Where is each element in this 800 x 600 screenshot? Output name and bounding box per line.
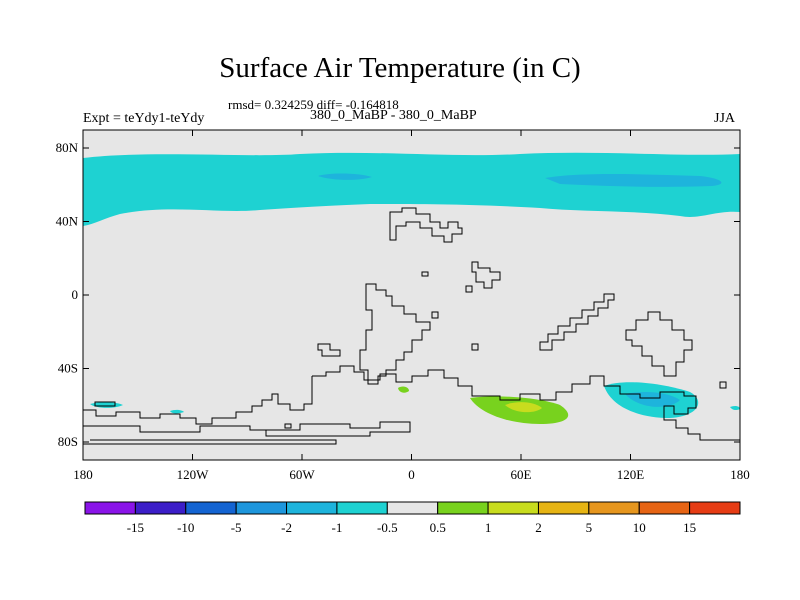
colorbar-label: -2 (281, 520, 292, 535)
colorbar-label: -5 (231, 520, 242, 535)
lat-tick-label: 40N (56, 214, 79, 229)
cooling-band-north (83, 152, 740, 226)
lon-tick-label: 120W (177, 467, 210, 482)
coastlines (83, 207, 740, 445)
lat-tick-label: 80N (56, 140, 79, 155)
period-label: 380_0_MaBP - 380_0_MaBP (310, 108, 477, 123)
cooling-patch (170, 409, 184, 414)
colorbar-label: 1 (485, 520, 492, 535)
lat-tick-label: 40S (58, 361, 78, 376)
axis-ticks: 80N 40N 0 40S 80S 180 120W 60W 0 60E 120E 180 (56, 130, 750, 482)
colorbar-label: 10 (633, 520, 646, 535)
colorbar-swatch (286, 501, 338, 515)
colorbar-swatch (185, 501, 237, 515)
colorbar-swatch (235, 501, 288, 515)
cooling-streak (318, 173, 372, 180)
cooling-streak (545, 174, 722, 187)
lon-tick-label: 180 (730, 467, 750, 482)
colorbar-swatch (487, 501, 539, 515)
colorbar-swatch (588, 501, 640, 515)
warming-core (505, 402, 542, 413)
colorbar-swatch (437, 501, 489, 515)
colorbar-swatch (638, 501, 691, 515)
lat-tick-label: 80S (58, 434, 78, 449)
lat-tick-label: 0 (72, 287, 79, 302)
colorbar-label: 15 (683, 520, 696, 535)
lon-tick-label: 60W (289, 467, 315, 482)
colorbar-swatch (689, 501, 741, 515)
experiment-label: Expt = teYdy1-teYdy (83, 111, 205, 126)
colorbar-label: -10 (177, 520, 194, 535)
warming-spot (398, 386, 409, 393)
chart-title: Surface Air Temperature (in C) (219, 52, 581, 84)
colorbar-swatch (336, 501, 388, 515)
colorbar-label: -1 (332, 520, 343, 535)
lon-tick-label: 60E (511, 467, 532, 482)
stats-label: rmsd= 0.324259 diff= -0.164818 (228, 97, 399, 112)
colorbar-label: -0.5 (377, 520, 398, 535)
colorbar-label: 5 (586, 520, 593, 535)
lon-tick-label: 180 (73, 467, 93, 482)
colorbar-label: 0.5 (430, 520, 446, 535)
colorbar-label: 2 (535, 520, 542, 535)
cooling-patch-core (625, 392, 680, 407)
cooling-patch (730, 405, 740, 411)
colorbar-swatch (537, 501, 590, 515)
colorbar-swatch (84, 501, 136, 515)
lon-tick-label: 0 (408, 467, 415, 482)
colorbar-swatch (386, 501, 439, 515)
colorbar-swatch (134, 501, 187, 515)
colorbar-label: -15 (127, 520, 144, 535)
lon-tick-label: 120E (617, 467, 645, 482)
season-label: JJA (714, 111, 736, 126)
colorbar: -15 -10 -5 -2 -1 -0.5 0.5 1 2 5 10 15 (84, 501, 741, 535)
